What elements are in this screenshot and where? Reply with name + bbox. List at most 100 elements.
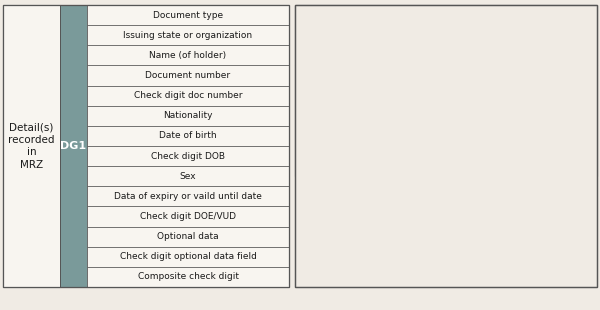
Bar xyxy=(87,106,289,126)
Text: Name (of holder): Name (of holder) xyxy=(149,51,227,60)
Bar xyxy=(295,121,360,176)
Bar xyxy=(360,139,387,158)
Text: Encoded
identification
feature(s): Encoded identification feature(s) xyxy=(299,20,356,51)
Text: Check digit optional data field: Check digit optional data field xyxy=(119,252,256,261)
Text: DG3: DG3 xyxy=(431,31,452,40)
Text: DG15: DG15 xyxy=(296,255,320,264)
Text: Check digit doc number: Check digit doc number xyxy=(134,91,242,100)
Bar xyxy=(3,5,289,287)
Bar xyxy=(455,5,597,25)
Text: DG10: DG10 xyxy=(361,162,386,171)
Bar xyxy=(295,268,322,287)
Text: Additional
feature(s): Additional feature(s) xyxy=(370,35,419,55)
Text: Nationality: Nationality xyxy=(163,111,213,120)
Bar xyxy=(295,232,322,250)
Text: DG6: DG6 xyxy=(364,89,383,98)
Bar xyxy=(295,213,322,232)
Text: Active authentication puplic key info: Active authentication puplic key info xyxy=(376,255,543,264)
Bar xyxy=(295,65,597,176)
Bar xyxy=(295,5,360,65)
Text: Structure feature(s): Structure feature(s) xyxy=(447,144,537,153)
Text: Encoded finger(s): Encoded finger(s) xyxy=(486,31,566,40)
Text: Encoded face: Encoded face xyxy=(496,11,557,20)
Text: DG2: DG2 xyxy=(431,11,452,20)
Text: Document number: Document number xyxy=(145,71,230,80)
Text: Displayed portrait: Displayed portrait xyxy=(451,70,533,79)
Bar xyxy=(295,176,322,195)
Bar xyxy=(87,126,289,146)
Bar xyxy=(387,158,597,176)
Bar xyxy=(360,5,428,25)
Bar xyxy=(322,268,597,287)
Text: DG16: DG16 xyxy=(296,273,320,282)
Bar xyxy=(295,195,322,213)
Text: DG1: DG1 xyxy=(61,141,86,151)
Bar xyxy=(295,5,597,287)
Bar xyxy=(360,102,387,121)
Bar xyxy=(87,166,289,186)
Text: Reserved for future use: Reserved for future use xyxy=(406,236,513,245)
Text: DG11: DG11 xyxy=(296,181,320,190)
Text: Check digit DOB: Check digit DOB xyxy=(151,152,225,161)
Bar xyxy=(295,5,597,65)
Text: DG7: DG7 xyxy=(364,107,383,116)
Text: DG12: DG12 xyxy=(296,199,320,208)
Bar xyxy=(87,5,289,25)
Text: Displayed signature or usual mark: Displayed signature or usual mark xyxy=(414,107,570,116)
Text: DG4: DG4 xyxy=(431,51,452,60)
Text: Additional document detail(s): Additional document detail(s) xyxy=(392,199,527,208)
Bar xyxy=(428,25,455,45)
Bar xyxy=(87,247,289,267)
Bar xyxy=(295,5,597,287)
Bar xyxy=(455,45,597,65)
Bar xyxy=(295,250,322,268)
Bar xyxy=(87,65,289,86)
Bar xyxy=(295,65,360,121)
Bar xyxy=(3,5,60,287)
Text: Person(s) to notify: Person(s) to notify xyxy=(418,273,501,282)
Text: DG9: DG9 xyxy=(364,144,383,153)
Bar xyxy=(3,5,289,287)
Bar xyxy=(360,121,387,139)
Text: DG13: DG13 xyxy=(296,218,320,227)
Bar xyxy=(87,186,289,206)
Text: Detail(s)
recorded
in
MRZ: Detail(s) recorded in MRZ xyxy=(8,122,55,170)
Bar xyxy=(87,267,289,287)
Text: DG8: DG8 xyxy=(364,126,383,135)
Text: Additional personal detail(s): Additional personal detail(s) xyxy=(395,181,523,190)
Text: Issuing state or organization: Issuing state or organization xyxy=(124,31,253,40)
Text: Substance feature(s): Substance feature(s) xyxy=(445,162,539,171)
Bar xyxy=(455,25,597,45)
Text: Date of birth: Date of birth xyxy=(159,131,217,140)
Text: DG5: DG5 xyxy=(364,70,383,79)
Bar xyxy=(322,250,597,268)
Text: Encoded eye(s): Encoded eye(s) xyxy=(491,51,561,60)
Bar xyxy=(387,121,597,139)
Text: Optional data: Optional data xyxy=(157,232,219,241)
Bar xyxy=(87,227,289,247)
Bar xyxy=(360,25,428,65)
Text: Document type: Document type xyxy=(153,11,223,20)
Bar xyxy=(387,139,597,158)
Text: Displayed
identification
feature(s): Displayed identification feature(s) xyxy=(299,78,356,109)
Bar xyxy=(60,5,87,287)
Bar xyxy=(87,146,289,166)
Bar xyxy=(387,102,597,121)
Bar xyxy=(322,213,597,232)
Bar xyxy=(87,206,289,227)
Bar xyxy=(322,176,597,195)
Text: Sex: Sex xyxy=(179,172,196,181)
Bar xyxy=(87,86,289,106)
Bar xyxy=(360,84,387,102)
Bar xyxy=(387,65,597,84)
Text: Data feature(s): Data feature(s) xyxy=(458,126,526,135)
Text: Global interchange
feature: Global interchange feature xyxy=(356,5,433,25)
Text: Composite check digit: Composite check digit xyxy=(137,272,239,281)
Bar xyxy=(322,232,597,250)
Text: Encoded
security
feature(s): Encoded security feature(s) xyxy=(307,133,349,164)
Bar xyxy=(428,5,455,25)
Bar xyxy=(360,65,387,84)
Bar xyxy=(87,45,289,65)
Text: Data of expiry or vaild until date: Data of expiry or vaild until date xyxy=(114,192,262,201)
Text: Optional detail(s): Optional detail(s) xyxy=(420,218,499,227)
